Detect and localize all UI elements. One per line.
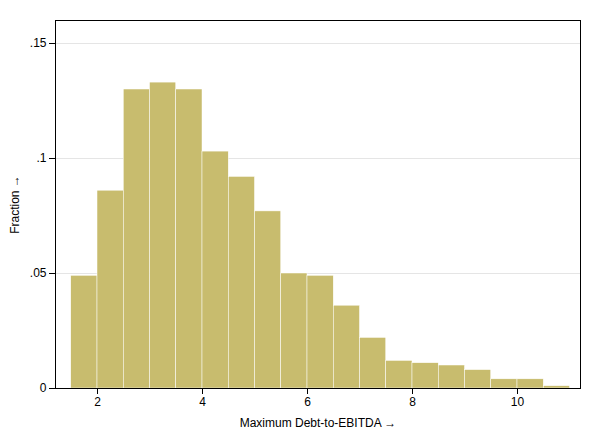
svg-text:0: 0 — [40, 381, 47, 395]
svg-text:8: 8 — [409, 395, 416, 409]
svg-text:Fraction →: Fraction → — [8, 175, 22, 234]
svg-text:.15: .15 — [30, 36, 47, 50]
svg-text:Maximum Debt-to-EBITDA →: Maximum Debt-to-EBITDA → — [240, 416, 397, 430]
svg-text:6: 6 — [304, 395, 311, 409]
svg-text:.1: .1 — [36, 151, 46, 165]
svg-text:4: 4 — [199, 395, 206, 409]
svg-text:.05: .05 — [30, 266, 47, 280]
svg-text:10: 10 — [511, 395, 525, 409]
svg-text:2: 2 — [94, 395, 101, 409]
